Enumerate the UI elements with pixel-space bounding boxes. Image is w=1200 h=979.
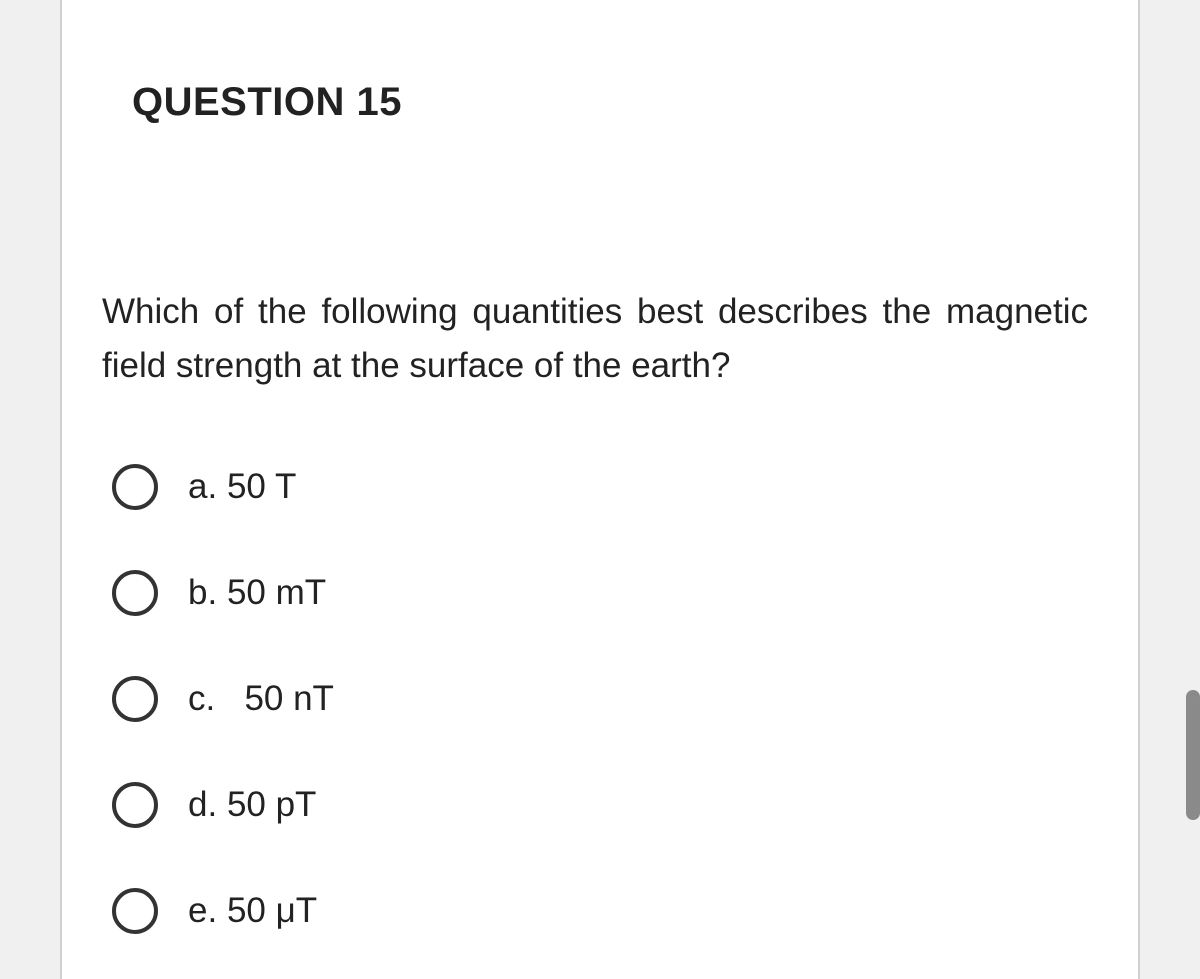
option-text: 50 mT bbox=[227, 573, 326, 612]
radio-icon[interactable] bbox=[112, 676, 158, 722]
option-a[interactable]: a. 50 T bbox=[112, 464, 1098, 510]
option-b[interactable]: b. 50 mT bbox=[112, 570, 1098, 616]
option-text: 50 pT bbox=[227, 785, 317, 824]
radio-icon[interactable] bbox=[112, 464, 158, 510]
option-letter: d. bbox=[188, 785, 217, 824]
option-text: 50 μT bbox=[227, 891, 317, 930]
option-text: 50 nT bbox=[244, 679, 334, 718]
radio-icon[interactable] bbox=[112, 782, 158, 828]
option-label: c. 50 nT bbox=[188, 679, 334, 719]
option-label: b. 50 mT bbox=[188, 573, 326, 613]
option-letter: a. bbox=[188, 467, 217, 506]
option-text: 50 T bbox=[227, 467, 296, 506]
question-prompt: Which of the following quantities best d… bbox=[102, 285, 1098, 394]
question-title: QUESTION 15 bbox=[132, 80, 1098, 125]
option-label: d. 50 pT bbox=[188, 785, 316, 825]
question-card: QUESTION 15 Which of the following quant… bbox=[60, 0, 1140, 979]
option-letter: b. bbox=[188, 573, 217, 612]
options-group: a. 50 T b. 50 mT c. 50 nT d. 50 pT bbox=[102, 464, 1098, 934]
option-letter: c. bbox=[188, 679, 215, 718]
radio-icon[interactable] bbox=[112, 570, 158, 616]
option-label: e. 50 μT bbox=[188, 891, 317, 931]
option-c[interactable]: c. 50 nT bbox=[112, 676, 1098, 722]
scrollbar-thumb[interactable] bbox=[1186, 690, 1200, 820]
option-letter: e. bbox=[188, 891, 217, 930]
option-e[interactable]: e. 50 μT bbox=[112, 888, 1098, 934]
radio-icon[interactable] bbox=[112, 888, 158, 934]
option-d[interactable]: d. 50 pT bbox=[112, 782, 1098, 828]
option-label: a. 50 T bbox=[188, 467, 296, 507]
